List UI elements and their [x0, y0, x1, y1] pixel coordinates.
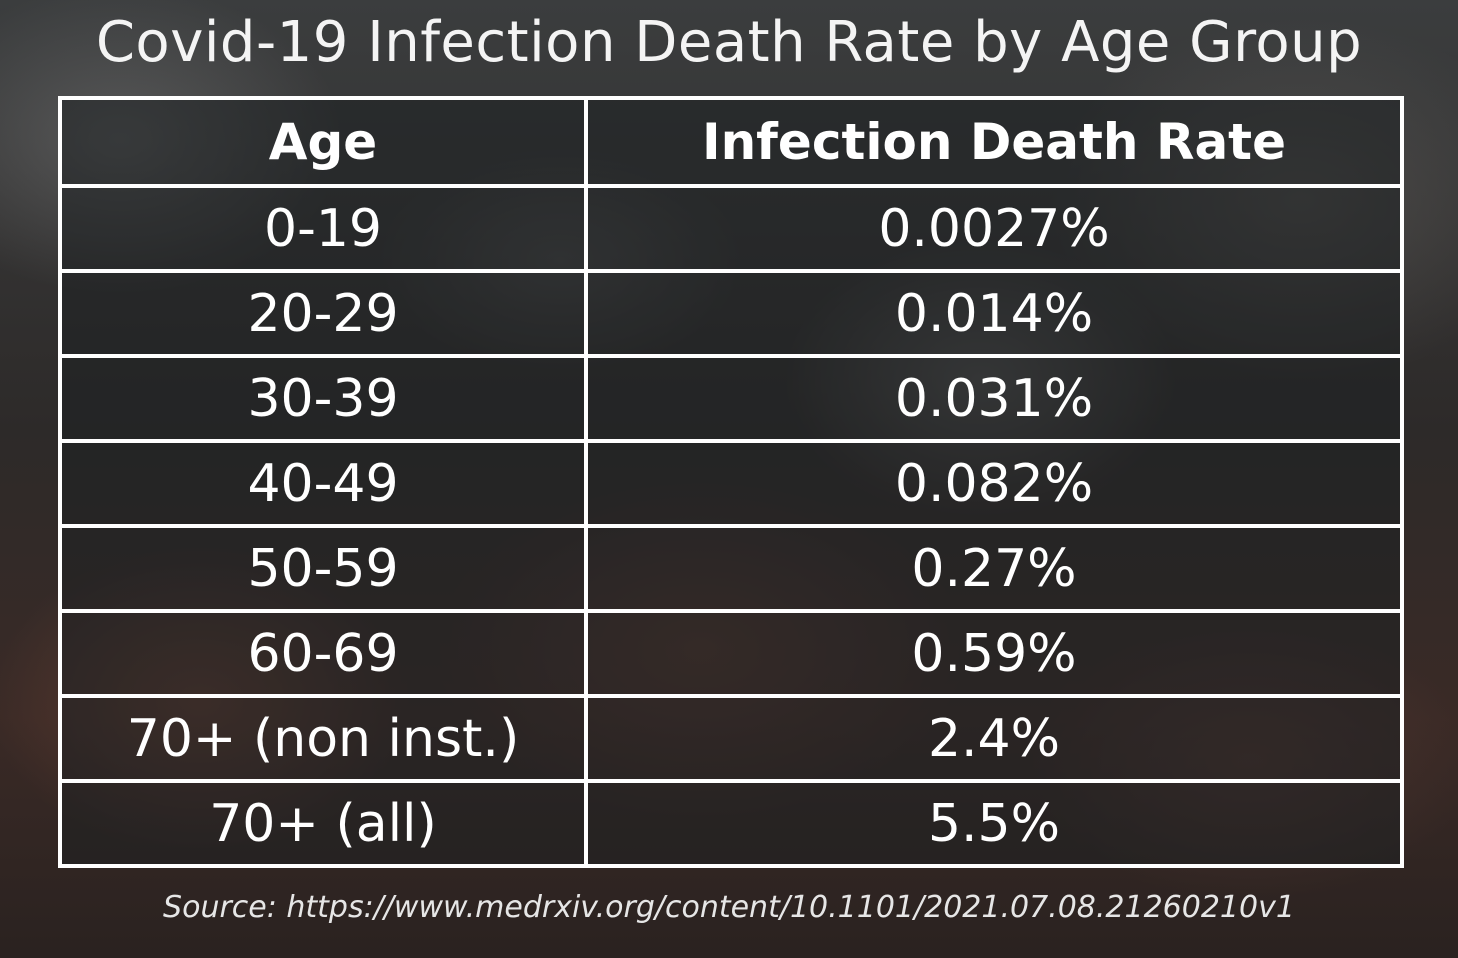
rate-cell: 0.59% [584, 609, 1404, 698]
table-row: 20-29 0.014% [58, 269, 1404, 358]
table-row: 30-39 0.031% [58, 354, 1404, 443]
rate-cell: 0.0027% [584, 184, 1404, 273]
age-cell: 70+ (all) [58, 779, 588, 868]
table-header-row: Age Infection Death Rate [58, 96, 1404, 188]
table-row: 70+ (non inst.) 2.4% [58, 694, 1404, 783]
rate-cell: 0.082% [584, 439, 1404, 528]
age-cell: 40-49 [58, 439, 588, 528]
age-cell: 0-19 [58, 184, 588, 273]
table-row: 60-69 0.59% [58, 609, 1404, 698]
death-rate-table: Age Infection Death Rate 0-19 0.0027% 20… [58, 96, 1404, 868]
age-cell: 30-39 [58, 354, 588, 443]
table-row: 40-49 0.082% [58, 439, 1404, 528]
source-citation: Source: https://www.medrxiv.org/content/… [163, 890, 1295, 925]
table-row: 70+ (all) 5.5% [58, 779, 1404, 868]
age-cell: 20-29 [58, 269, 588, 358]
age-cell: 70+ (non inst.) [58, 694, 588, 783]
column-header-death-rate: Infection Death Rate [584, 96, 1404, 188]
age-cell: 60-69 [58, 609, 588, 698]
table-row: 50-59 0.27% [58, 524, 1404, 613]
rate-cell: 2.4% [584, 694, 1404, 783]
rate-cell: 5.5% [584, 779, 1404, 868]
rate-cell: 0.27% [584, 524, 1404, 613]
rate-cell: 0.014% [584, 269, 1404, 358]
table-row: 0-19 0.0027% [58, 184, 1404, 273]
rate-cell: 0.031% [584, 354, 1404, 443]
page-title: Covid-19 Infection Death Rate by Age Gro… [95, 10, 1363, 75]
age-cell: 50-59 [58, 524, 588, 613]
column-header-age: Age [58, 96, 588, 188]
